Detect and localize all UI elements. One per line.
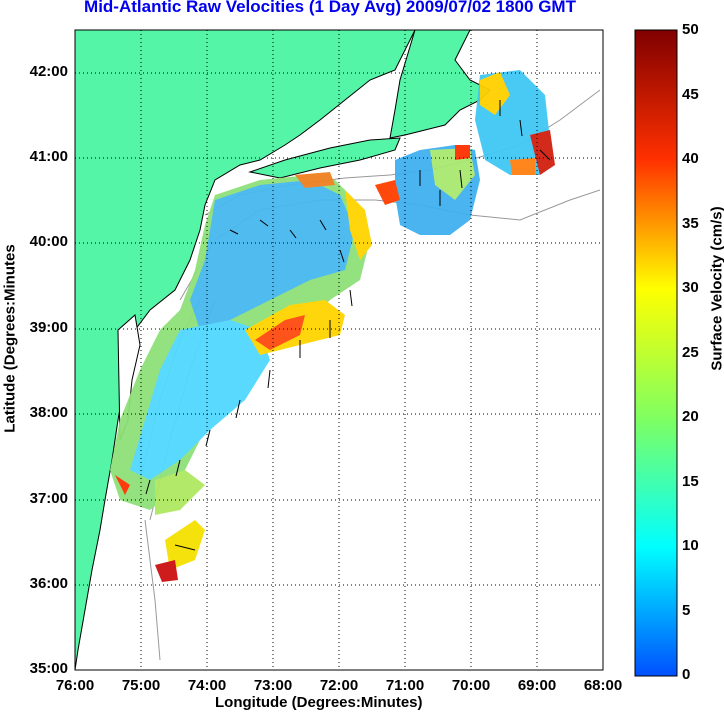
x-tick: 72:00 <box>319 677 359 694</box>
x-tick: 69:00 <box>517 677 557 694</box>
x-tick: 70:00 <box>451 677 491 694</box>
y-tick: 40:00 <box>29 233 68 250</box>
colorbar-tick: 15 <box>682 473 699 490</box>
y-axis-label: Latitude (Degrees:Minutes <box>1 244 19 433</box>
colorbar-tick: 0 <box>682 666 691 683</box>
x-tick: 71:00 <box>385 677 425 694</box>
x-tick: 75:00 <box>121 677 161 694</box>
long-island <box>248 137 401 179</box>
y-tick: 42:00 <box>29 63 68 80</box>
y-tick: 38:00 <box>29 404 68 421</box>
colorbar <box>634 29 678 677</box>
colorbar-tick: 10 <box>682 537 699 554</box>
colorbar-tick: 5 <box>682 602 691 619</box>
x-tick: 73:00 <box>253 677 293 694</box>
x-tick: 68:00 <box>583 677 623 694</box>
colorbar-tick: 25 <box>682 344 699 361</box>
y-tick: 41:00 <box>29 148 68 165</box>
colorbar-tick: 40 <box>682 150 699 167</box>
x-tick: 76:00 <box>55 677 95 694</box>
x-axis-label: Longitude (Degrees:Minutes) <box>215 694 423 711</box>
colorbar-tick: 35 <box>682 215 699 232</box>
velocity-arrows <box>145 100 551 551</box>
land-mass <box>75 30 416 670</box>
new-england-coast <box>389 30 491 139</box>
x-tick: 74:00 <box>187 677 227 694</box>
map-title: Mid-Atlantic Raw Velocities (1 Day Avg) … <box>84 0 576 16</box>
y-tick: 36:00 <box>29 575 68 592</box>
colorbar-label: Surface Velocity (cm/s) <box>708 206 724 371</box>
grid-lines <box>75 30 603 670</box>
plot-frame <box>74 29 604 671</box>
colorbar-tick: 20 <box>682 408 699 425</box>
y-tick: 37:00 <box>29 490 68 507</box>
colorbar-tick: 50 <box>682 21 699 38</box>
colorbar-tick: 30 <box>682 279 699 296</box>
y-tick: 39:00 <box>29 319 68 336</box>
colorbar-tick: 45 <box>682 86 699 103</box>
y-tick: 35:00 <box>29 660 68 677</box>
